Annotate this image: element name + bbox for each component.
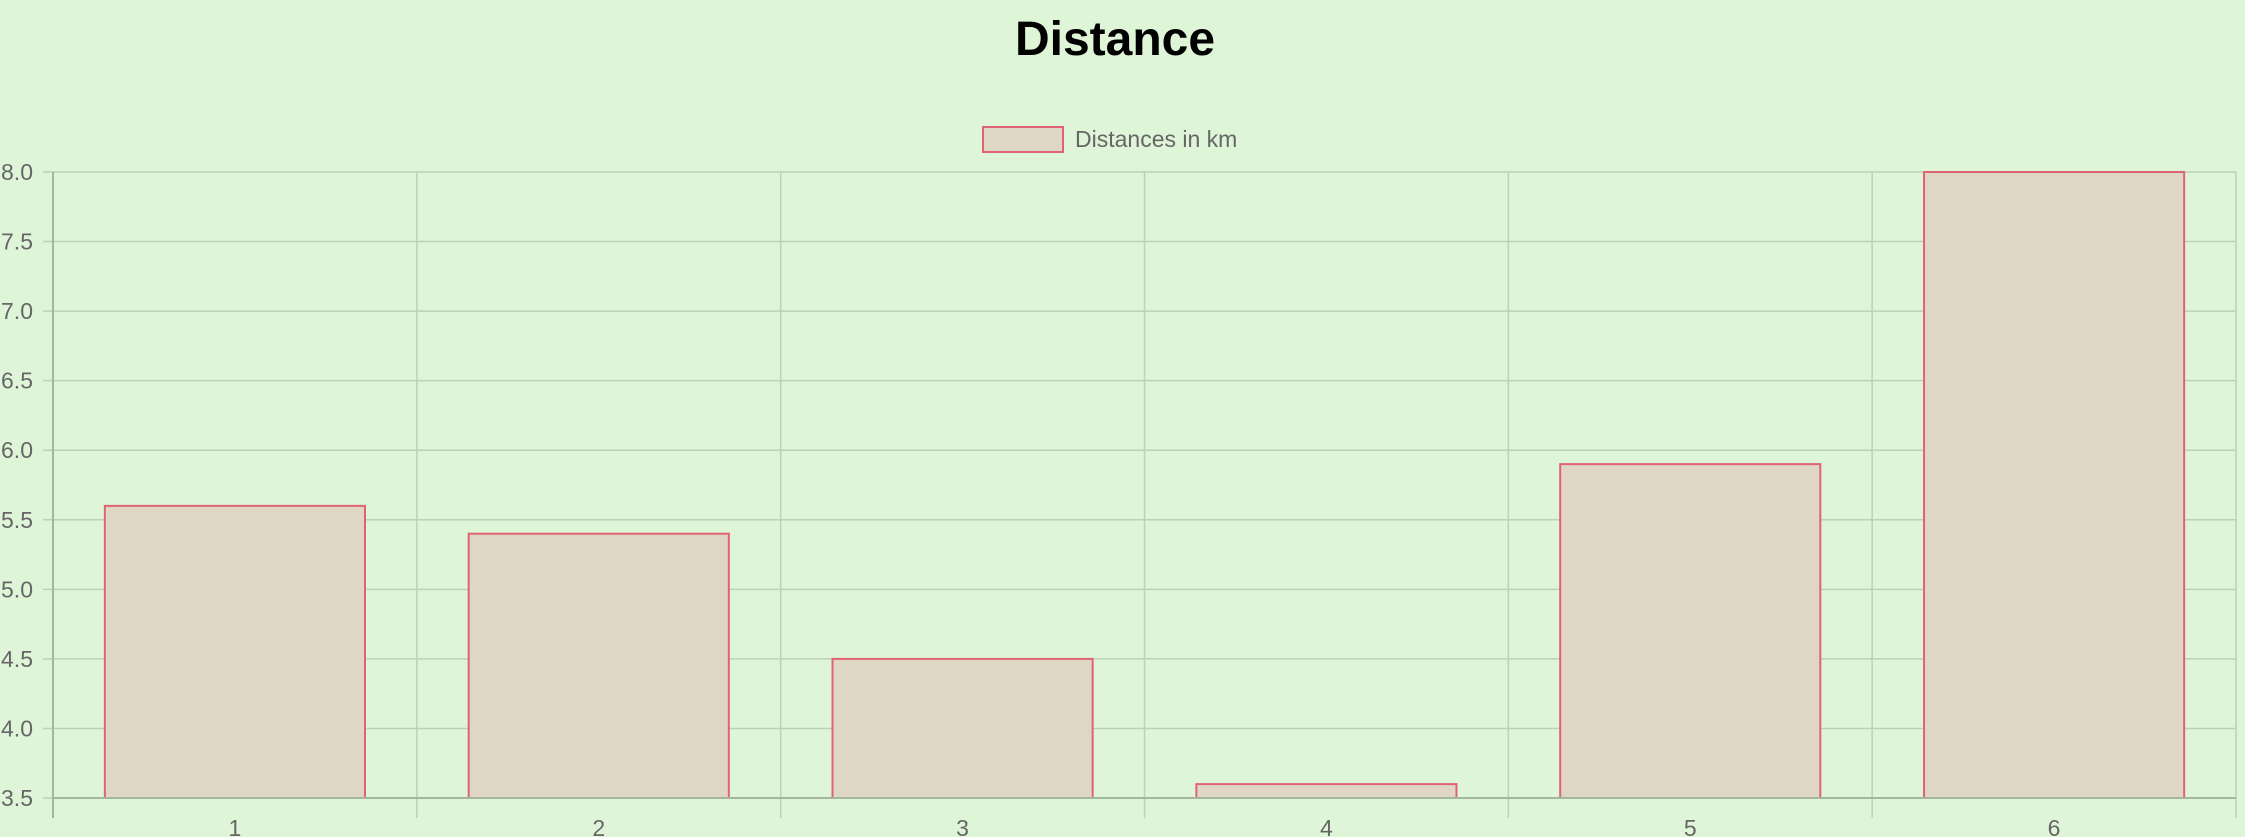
y-tick-label: 6.0 xyxy=(1,437,33,463)
x-tick-label: 2 xyxy=(592,815,605,837)
x-tick-label: 1 xyxy=(229,815,242,837)
y-tick-label: 4.0 xyxy=(1,715,33,741)
y-tick-label: 4.5 xyxy=(1,646,33,672)
axes: 3.5 4.0 4.5 5.0 5.5 6.0 6.5 7.0 7.5 8.0 1 2 3 4 5 6 xyxy=(1,159,2236,837)
legend-swatch[interactable] xyxy=(982,126,1064,153)
legend-label[interactable]: Distances in km xyxy=(1075,126,1237,152)
bar[interactable] xyxy=(831,657,1094,800)
x-tick-label: 4 xyxy=(1320,815,1333,837)
bar[interactable] xyxy=(1559,463,1822,799)
y-tick-label: 8.0 xyxy=(1,159,33,185)
y-tick-label: 7.5 xyxy=(1,229,33,255)
x-tick-label: 5 xyxy=(1684,815,1697,837)
bar[interactable] xyxy=(1923,171,2186,799)
y-tick-label: 7.0 xyxy=(1,298,33,324)
bars xyxy=(103,171,2186,800)
legend[interactable]: Distances in km xyxy=(982,126,1237,153)
y-tick-label: 5.0 xyxy=(1,576,33,602)
grid-lines xyxy=(43,171,2237,818)
x-tick-label: 6 xyxy=(2048,815,2061,837)
chart-title: Distance xyxy=(1014,13,1216,66)
bar[interactable] xyxy=(467,532,730,799)
bar[interactable] xyxy=(1195,783,1458,799)
bar[interactable] xyxy=(103,504,366,799)
y-tick-label: 6.5 xyxy=(1,368,33,394)
y-tick-label: 5.5 xyxy=(1,507,33,533)
y-tick-label: 3.5 xyxy=(1,785,33,811)
x-tick-label: 3 xyxy=(956,815,969,837)
